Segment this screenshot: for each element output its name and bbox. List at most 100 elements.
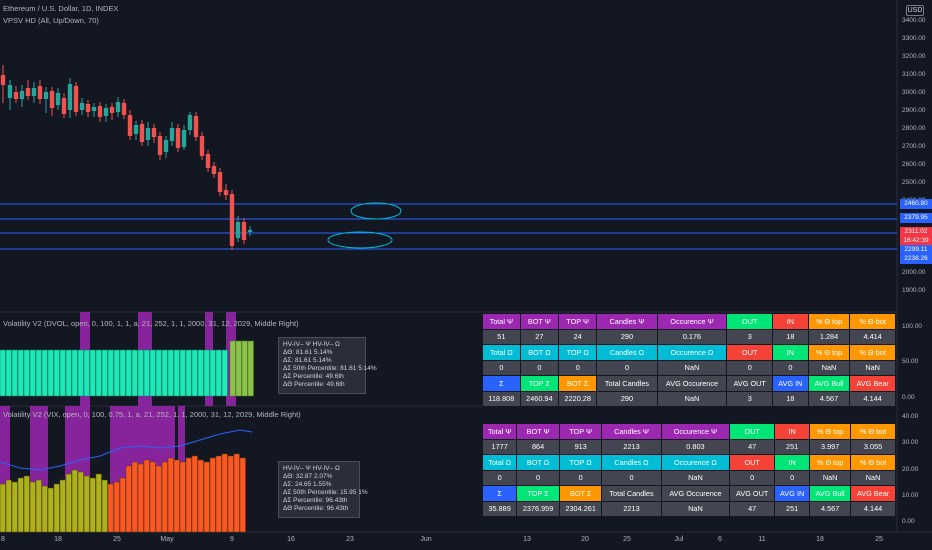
pane1-title[interactable]: Volatility V2 (DVOL, open, 0, 100, 1, 1,… [3, 319, 299, 328]
pane1-histogram-bar [65, 349, 72, 397]
pane2-histogram-bar [5, 479, 12, 533]
candle-body [157, 136, 163, 155]
table-cell: 2376.959 [516, 500, 560, 517]
candle-body [145, 128, 151, 140]
table-cell: 24 [558, 328, 598, 345]
candle-body [151, 128, 157, 137]
table-header-cell: AVG OUT [726, 375, 774, 392]
pane2-histogram-bar [119, 477, 126, 533]
table-header-cell: Candles Ψ [596, 313, 658, 330]
vix-series-line [0, 429, 253, 471]
candle-body [229, 194, 235, 246]
pane1-histogram-bar [119, 349, 126, 397]
table-header-cell: % Θ top [809, 454, 852, 471]
time-axis-label: 25 [113, 536, 121, 543]
table-header-cell: IN [772, 313, 809, 330]
pane1-histogram-bar [59, 349, 66, 397]
table-header-cell: TOP Ω [558, 344, 598, 361]
pane2-histogram-bar [233, 453, 240, 533]
stats-table-vix: Total Ψ BOT Ψ TOP Ψ Candles Ψ Occurence Ψ OUT… [481, 423, 896, 517]
table-cell: NaN [850, 469, 896, 486]
pane1-histogram-bar [47, 349, 54, 397]
table-row: Σ TOP Σ BOT Σ Total Candles AVG Occurence AVG… [482, 375, 896, 392]
table-cell: 47 [729, 500, 776, 517]
table-row: Total Ψ BOT Ψ TOP Ψ Candles Ψ Occurence Ψ OUT… [481, 423, 896, 440]
table-header-cell: OUT [726, 344, 774, 361]
price-axis-label: 1900.00 [902, 287, 926, 294]
time-axis-label: 13 [523, 536, 531, 543]
table-cell: 3.997 [809, 438, 852, 455]
pane1-histogram-bar [77, 349, 84, 397]
table-cell: 2220.28 [558, 390, 598, 407]
candle-body [109, 107, 115, 113]
candle-body [73, 86, 79, 112]
info-line: HV-IV– Ψ HV-IV– Ω [283, 465, 340, 472]
pane2-background-band [0, 406, 10, 532]
pane1-histogram-bar [155, 349, 162, 397]
table-header-cell: % Θ top [807, 313, 851, 330]
price-tag: 2311.02 [900, 227, 932, 237]
candle-body [163, 140, 169, 152]
table-header-cell: TOP Ω [558, 454, 603, 471]
pane2-histogram-bar [17, 477, 24, 533]
time-axis-label: Jul [674, 536, 684, 543]
table-cell: 290 [596, 328, 658, 345]
currency-badge[interactable]: USD [906, 5, 924, 16]
table-cell: 4.567 [809, 500, 852, 517]
table-header-cell: Occurence Ψ [660, 423, 731, 440]
price-tag: 2379.95 [900, 213, 932, 223]
price-tag: 2238.26 [900, 254, 932, 264]
pane1-histogram-bar [173, 349, 180, 397]
candle-body [181, 130, 187, 147]
table-row: 51 27 24 290 0.176 3 18 1.284 4.414 [482, 328, 896, 345]
pane2-histogram-bar [161, 461, 168, 533]
table-header-cell: BOT Ψ [516, 423, 560, 440]
table-header-cell: Total Candles [596, 375, 658, 392]
price-axis-label: 3300.00 [902, 35, 926, 42]
pane2-histogram-bar [227, 455, 234, 533]
table-header-cell: AVG IN [772, 375, 809, 392]
candle-body [175, 128, 181, 148]
pane2-title[interactable]: Volatility V2 (VIX, open, 0, 100, 0.75, … [3, 410, 301, 419]
table-cell: 2460.94 [519, 390, 560, 407]
pane2-histogram-bar [155, 465, 162, 533]
table-cell: 0 [558, 469, 603, 486]
table-header-cell: Occurence Ψ [656, 313, 728, 330]
time-axis-label: 8 [1, 536, 5, 543]
table-header-cell: BOT Σ [558, 485, 603, 502]
table-row: Σ TOP Σ BOT Σ Total Candles AVG Occurence AVG… [481, 485, 896, 502]
candle-body [31, 88, 37, 96]
table-header-cell: AVG IN [774, 485, 811, 502]
table-row: 35.889 2376.959 2304.261 2213 NaN 47 251 4.567 4… [481, 500, 896, 517]
table-cell: NaN [849, 359, 896, 376]
table-cell: 3 [726, 328, 774, 345]
table-row: 1777 864 913 2213 0.803 47 251 3.997 3.055 [481, 438, 896, 455]
pane2-histogram-bar [185, 457, 192, 533]
pane2-histogram-bar [53, 483, 60, 533]
table-header-cell: AVG Bull [809, 485, 852, 502]
candle-body [247, 230, 253, 232]
time-axis-label: 16 [287, 536, 295, 543]
ellipse-drawing [350, 202, 402, 220]
table-header-cell: IN [774, 423, 811, 440]
table-row: 0 0 0 0 NaN 0 0 NaN NaN [482, 359, 896, 376]
table-cell: 0 [729, 469, 776, 486]
info-box-dvol: HV-IV– Ψ HV-IV– Ω ΔΘ: 81.61 5.14% ΔΣ: 81… [278, 337, 377, 394]
pane2-histogram-bar [95, 473, 102, 533]
candle-body [37, 86, 43, 99]
time-axis-label: 20 [581, 536, 589, 543]
pane2-histogram-bar [215, 455, 222, 533]
price-axis-label: 3100.00 [902, 71, 926, 78]
table-cell: 3.055 [850, 438, 896, 455]
indicator-title[interactable]: VPSV HD (All, Up/Down, 70) [3, 16, 99, 25]
candle-body [19, 91, 25, 99]
table-cell: 4.144 [849, 390, 896, 407]
table-header-cell: Candles Ψ [601, 423, 662, 440]
table-cell: 0.176 [656, 328, 728, 345]
table-cell: 0 [482, 359, 521, 376]
pane1-histogram-bar [95, 349, 102, 397]
symbol-title[interactable]: Ethereum / U.S. Dollar, 1D, INDEX [3, 4, 119, 13]
pane2-histogram-bar [221, 453, 228, 533]
table-header-cell: OUT [729, 423, 776, 440]
